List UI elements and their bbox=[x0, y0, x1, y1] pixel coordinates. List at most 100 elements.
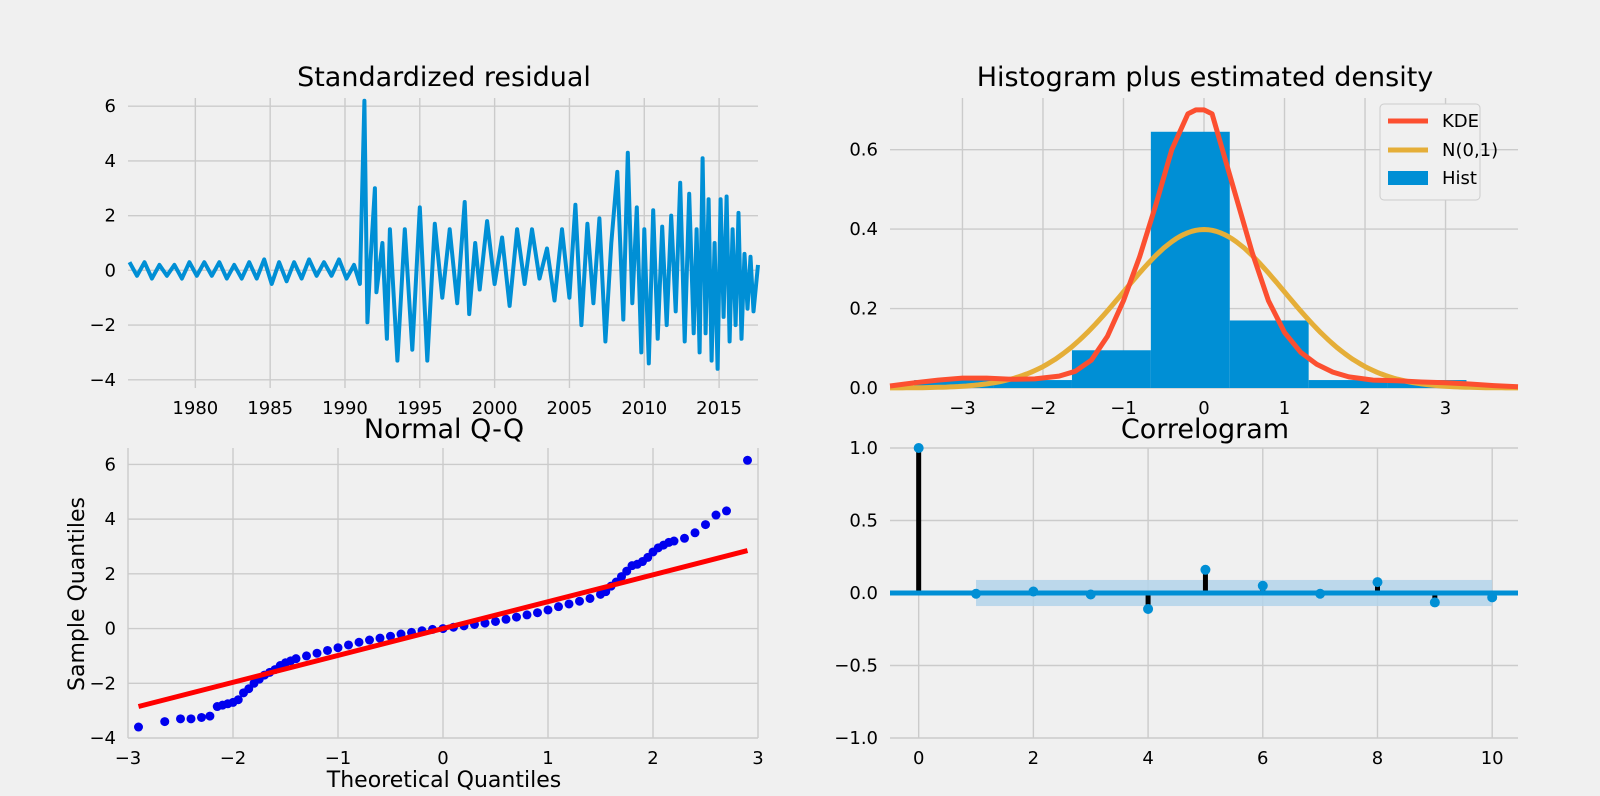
qq-point bbox=[722, 506, 731, 516]
qq-point bbox=[554, 602, 563, 612]
qq-xtick-label: 2 bbox=[647, 748, 658, 769]
residual-xtick-label: 1995 bbox=[397, 398, 443, 419]
acf-marker bbox=[1143, 603, 1154, 614]
qq-xtick-label: −1 bbox=[325, 748, 352, 769]
correlogram-ytick-label: 0.5 bbox=[849, 511, 878, 532]
qq-point bbox=[354, 637, 364, 647]
legend-kde-label: KDE bbox=[1442, 111, 1479, 132]
residual-xtick-label: 2000 bbox=[472, 398, 518, 419]
acf-marker bbox=[1028, 586, 1039, 597]
correlogram-ytick-label: −1.0 bbox=[834, 728, 878, 749]
acf-marker bbox=[1372, 577, 1383, 588]
histogram-ytick-label: 0.4 bbox=[849, 219, 878, 240]
qq-point bbox=[205, 711, 215, 721]
histogram-ytick-label: 0.6 bbox=[849, 140, 878, 161]
residual-line bbox=[127, 98, 760, 371]
qq-point bbox=[323, 645, 332, 655]
legend-normal-label: N(0,1) bbox=[1442, 140, 1498, 161]
histogram-xtick-label: 0 bbox=[1198, 398, 1209, 419]
correlogram-xtick-label: 10 bbox=[1481, 748, 1504, 769]
correlogram-xtick-label: 6 bbox=[1257, 748, 1268, 769]
residual-panel: Standardized residual 1980 1985 1990 1995 20… bbox=[89, 62, 760, 419]
histogram-xtick-label: −3 bbox=[949, 398, 976, 419]
qq-point bbox=[575, 596, 584, 606]
histogram-xtick-label: 1 bbox=[1279, 398, 1290, 419]
residual-ytick-label: −2 bbox=[89, 315, 116, 336]
qq-point bbox=[176, 714, 185, 724]
histogram-bar bbox=[993, 380, 1072, 388]
qq-xlabel: Theoretical Quantiles bbox=[326, 768, 561, 793]
acf-marker bbox=[1200, 564, 1211, 575]
qq-point bbox=[501, 614, 511, 624]
qq-point bbox=[233, 695, 243, 705]
legend-hist-swatch bbox=[1388, 171, 1428, 185]
qq-point bbox=[690, 528, 700, 538]
qq-ytick-label: −4 bbox=[89, 728, 116, 749]
correlogram-ytick-label: −0.5 bbox=[834, 656, 878, 677]
qq-point bbox=[512, 612, 521, 622]
correlogram-panel: Correlogram 0 2 4 6 8 10 −1.0 −0.5 0.0 0.5 1.0 bbox=[834, 414, 1518, 769]
qq-point bbox=[543, 605, 553, 615]
qq-panel: Normal Q-Q Theoretical Quantiles Sample … bbox=[65, 414, 764, 793]
kde-line bbox=[889, 107, 1519, 390]
residual-title: Standardized residual bbox=[297, 62, 591, 93]
residual-ytick-label: 2 bbox=[105, 206, 116, 227]
residual-ytick-label: −4 bbox=[89, 370, 116, 391]
correlogram-ytick-label: 0.0 bbox=[849, 583, 878, 604]
qq-point bbox=[375, 633, 385, 643]
residual-ytick-label: 4 bbox=[105, 151, 116, 172]
qq-point bbox=[743, 455, 752, 465]
histogram-bar bbox=[914, 380, 994, 388]
qq-point bbox=[533, 608, 542, 618]
histogram-bar bbox=[1150, 131, 1230, 388]
histogram-ytick-label: 0.0 bbox=[849, 378, 878, 399]
qq-point bbox=[386, 631, 395, 641]
qq-point bbox=[312, 648, 322, 658]
acf-marker bbox=[1487, 592, 1498, 603]
qq-point bbox=[291, 654, 301, 664]
residual-ytick-label: 6 bbox=[105, 96, 116, 117]
correlogram-xtick-label: 4 bbox=[1142, 748, 1153, 769]
qq-point bbox=[711, 510, 721, 520]
qq-ytick-label: 0 bbox=[105, 619, 116, 640]
acf-marker bbox=[913, 443, 924, 453]
histogram-title: Histogram plus estimated density bbox=[977, 62, 1434, 93]
correlogram-xtick-label: 0 bbox=[913, 748, 924, 769]
acf-marker bbox=[1257, 580, 1268, 591]
qq-ytick-label: 4 bbox=[105, 509, 116, 530]
residual-xtick-label: 1980 bbox=[172, 398, 218, 419]
histogram-xtick-label: −2 bbox=[1030, 398, 1057, 419]
histogram-bar bbox=[1229, 320, 1309, 388]
residual-xtick-label: 2015 bbox=[696, 398, 742, 419]
histogram-legend: KDE N(0,1) Hist bbox=[1379, 103, 1498, 201]
qq-reference-line bbox=[137, 548, 749, 709]
qq-title: Normal Q-Q bbox=[364, 414, 524, 445]
histogram-bar bbox=[1308, 380, 1388, 388]
histogram-ytick-label: 0.2 bbox=[849, 299, 878, 320]
histogram-bar bbox=[1071, 350, 1151, 388]
qq-point bbox=[197, 712, 206, 722]
qq-point bbox=[160, 717, 170, 727]
qq-ytick-label: 6 bbox=[105, 454, 116, 475]
residual-xtick-label: 2010 bbox=[621, 398, 667, 419]
qq-point bbox=[365, 635, 374, 645]
residual-xtick-label: 1990 bbox=[322, 398, 368, 419]
qq-point bbox=[302, 651, 311, 661]
correlogram-title: Correlogram bbox=[1121, 414, 1289, 445]
correlogram-ytick-label: 1.0 bbox=[849, 438, 878, 459]
residual-ytick-label: 0 bbox=[105, 260, 116, 281]
correlogram-xtick-label: 8 bbox=[1372, 748, 1383, 769]
qq-point bbox=[491, 616, 500, 626]
qq-xtick-label: −2 bbox=[220, 748, 247, 769]
qq-point bbox=[680, 533, 689, 543]
qq-xtick-label: −3 bbox=[115, 748, 142, 769]
qq-point bbox=[522, 610, 532, 620]
acf-marker bbox=[1315, 588, 1326, 599]
residual-xtick-label: 2005 bbox=[547, 398, 593, 419]
histogram-xtick-label: 3 bbox=[1440, 398, 1451, 419]
correlogram-xtick-label: 2 bbox=[1028, 748, 1039, 769]
qq-xtick-label: 1 bbox=[542, 748, 553, 769]
qq-ytick-label: −2 bbox=[89, 673, 116, 694]
residual-xtick-label: 1985 bbox=[247, 398, 293, 419]
